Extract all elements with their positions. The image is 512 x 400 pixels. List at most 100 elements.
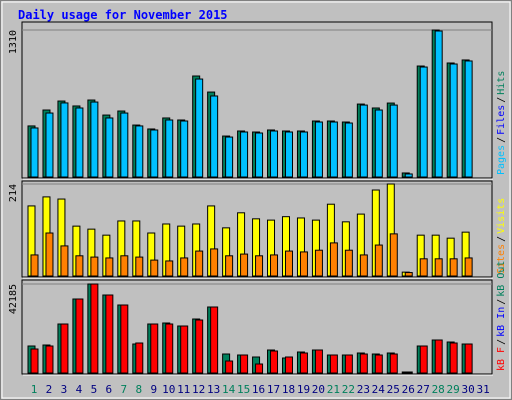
x-tick-label: 11: [177, 383, 190, 396]
bar: [195, 319, 204, 374]
bar: [329, 354, 338, 374]
bar: [449, 258, 458, 277]
bar: [299, 251, 308, 277]
bar: [284, 356, 293, 374]
bar: [419, 345, 428, 374]
bar: [329, 242, 338, 277]
x-tick-label: 21: [327, 383, 340, 396]
x-tick-label: 23: [357, 383, 370, 396]
bar: [30, 127, 39, 178]
x-tick-label: 14: [222, 383, 236, 396]
bar: [90, 283, 99, 374]
bar: [210, 306, 219, 374]
legend-entry: kB In: [496, 307, 507, 337]
legend: Sites / Visits: [496, 198, 507, 274]
bar: [60, 245, 69, 277]
bar: [225, 136, 234, 178]
x-tick-label: 17: [267, 383, 280, 396]
x-tick-label: 1: [31, 383, 38, 396]
bar: [389, 233, 398, 277]
bar: [120, 304, 129, 374]
bar: [464, 257, 473, 277]
legend-separator: /: [496, 97, 507, 103]
bar: [195, 250, 204, 277]
bar: [75, 107, 84, 178]
bar: [299, 131, 308, 178]
legend: kB F / kB In / kB Out: [496, 261, 507, 371]
y-max-label: 1310: [8, 30, 19, 54]
y-max-label: 214: [8, 184, 19, 202]
bar: [255, 363, 264, 374]
bar: [60, 323, 69, 374]
bar: [404, 272, 413, 277]
bar: [240, 354, 249, 374]
bar: [75, 255, 84, 277]
legend: Pages / Files / Hits: [496, 71, 507, 175]
x-tick-label: 7: [121, 383, 128, 396]
bar: [344, 249, 353, 277]
bar: [434, 258, 443, 277]
bar: [464, 343, 473, 374]
bar: [359, 353, 368, 374]
bar: [225, 255, 234, 277]
bar: [270, 254, 279, 277]
bar: [90, 256, 99, 277]
x-tick-label: 29: [447, 383, 460, 396]
x-tick-label: 25: [387, 383, 400, 396]
legend-entry: Visits: [496, 198, 507, 234]
legend-separator: /: [496, 236, 507, 242]
legend-entry: kB Out: [496, 261, 507, 297]
bar: [165, 323, 174, 374]
bar: [45, 345, 54, 374]
x-tick-label: 16: [252, 383, 265, 396]
bar: [135, 256, 144, 277]
bar: [240, 131, 249, 178]
bar: [150, 259, 159, 277]
bar: [404, 173, 413, 178]
legend-entry: Pages: [496, 145, 507, 175]
bar: [344, 122, 353, 178]
bar: [299, 352, 308, 374]
bar: [314, 249, 323, 277]
bar: [150, 129, 159, 178]
x-tick-label: 27: [417, 383, 430, 396]
bar: [255, 132, 264, 178]
legend-separator: /: [496, 299, 507, 305]
bar: [150, 323, 159, 374]
bar: [284, 250, 293, 277]
x-tick-label: 9: [150, 383, 157, 396]
bar: [419, 258, 428, 277]
bar: [165, 260, 174, 277]
bar: [314, 349, 323, 374]
bar: [419, 66, 428, 178]
bar: [329, 121, 338, 178]
bar: [195, 78, 204, 178]
legend-entry: Sites: [496, 244, 507, 274]
bar: [240, 253, 249, 277]
bar: [434, 339, 443, 374]
bar: [180, 257, 189, 277]
x-tick-label: 31: [476, 383, 489, 396]
bar: [30, 254, 39, 277]
bar: [165, 119, 174, 178]
x-tick-label: 20: [312, 383, 325, 396]
x-tick-label: 26: [402, 383, 415, 396]
bar: [120, 112, 129, 178]
bar: [314, 121, 323, 178]
bar: [344, 354, 353, 374]
bar: [225, 360, 234, 374]
bar: [135, 342, 144, 374]
x-tick-label: 4: [76, 383, 83, 396]
bar: [359, 254, 368, 277]
bar: [180, 325, 189, 374]
x-tick-label: 3: [61, 383, 68, 396]
x-tick-label: 24: [372, 383, 386, 396]
bar: [449, 63, 458, 178]
bar: [255, 255, 264, 277]
x-tick-label: 2: [46, 383, 53, 396]
bar: [180, 120, 189, 178]
x-tick-label: 10: [162, 383, 175, 396]
